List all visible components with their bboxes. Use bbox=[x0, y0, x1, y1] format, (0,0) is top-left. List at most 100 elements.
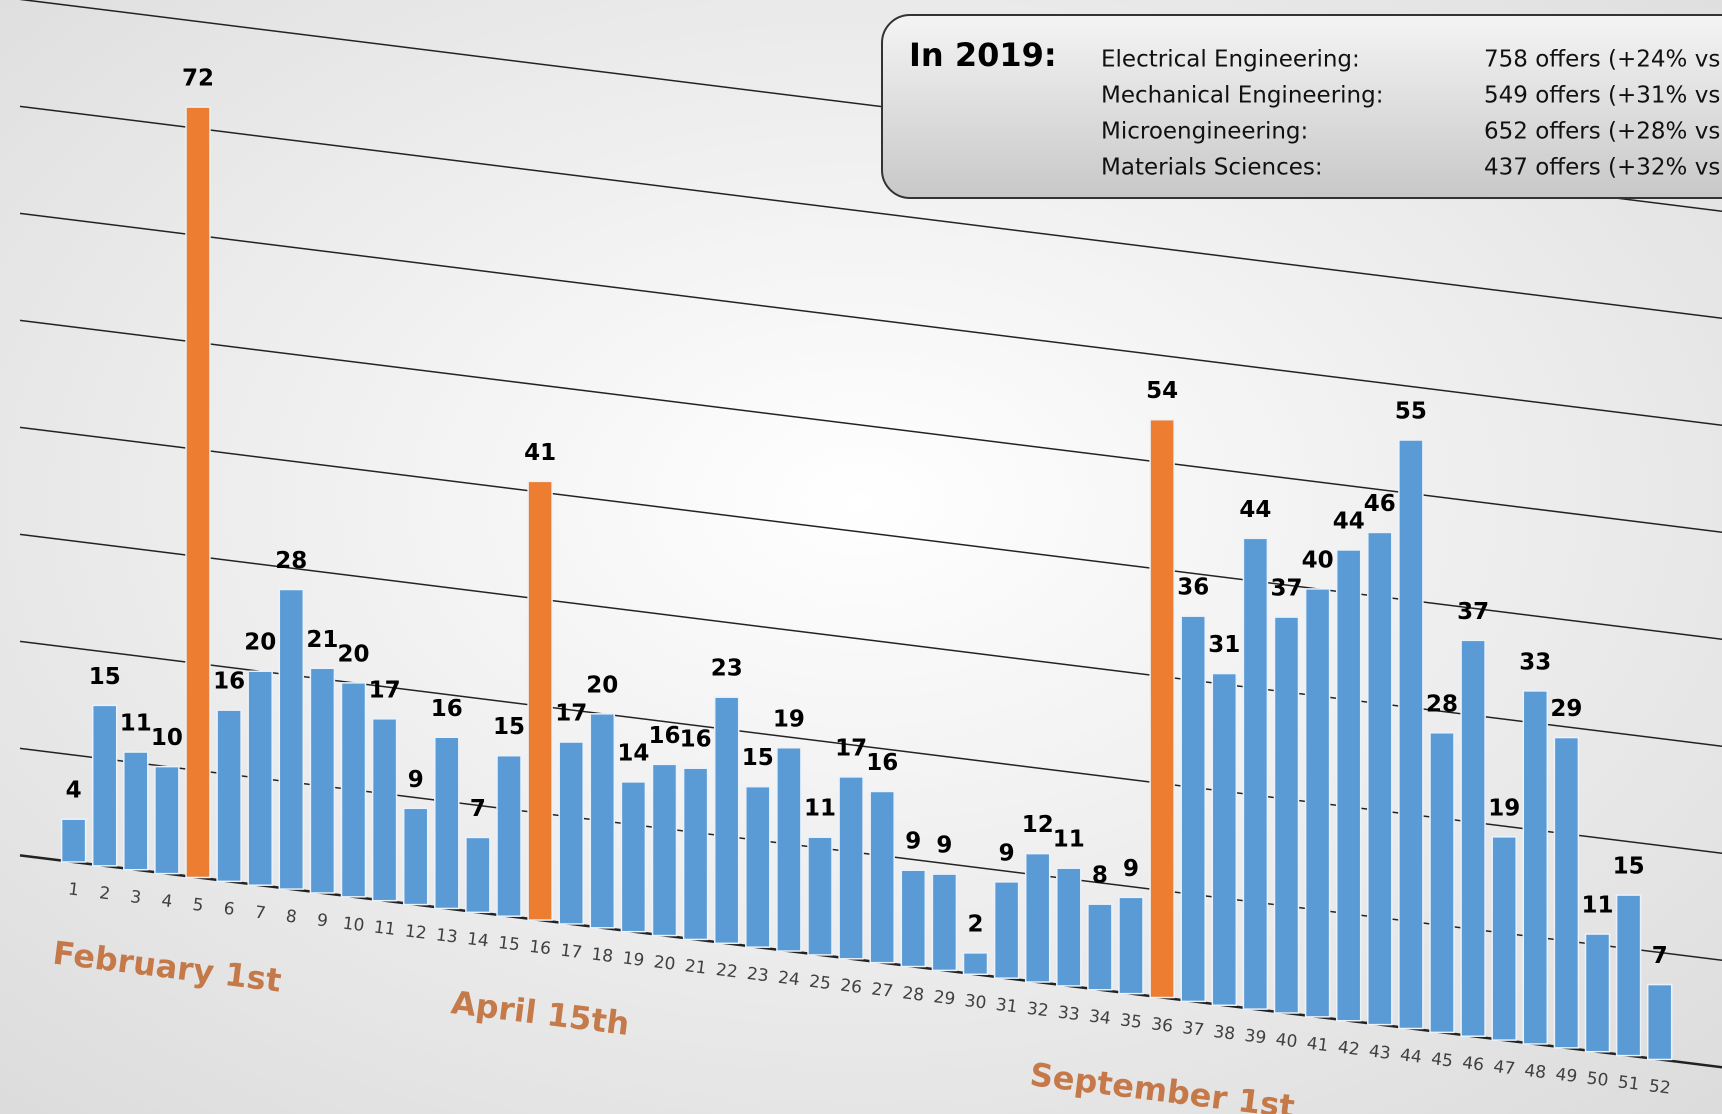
bar bbox=[1273, 616, 1300, 1014]
value-label: 40 bbox=[1302, 547, 1334, 573]
value-label: 4 bbox=[66, 778, 82, 804]
info-text: 652 offers (+28% vs bbox=[1484, 119, 1720, 145]
bar bbox=[340, 682, 367, 898]
grid-line bbox=[19, 319, 1722, 533]
x-tick-label: 32 bbox=[1026, 999, 1050, 1022]
value-label: 14 bbox=[617, 740, 649, 766]
info-text: 758 offers (+24% vs bbox=[1484, 47, 1720, 73]
x-tick-label: 26 bbox=[839, 976, 863, 999]
bar bbox=[1491, 836, 1517, 1041]
x-tick-label: 48 bbox=[1523, 1061, 1547, 1084]
x-tick-label: 33 bbox=[1057, 1003, 1081, 1026]
info-text: 549 offers (+31% vs bbox=[1484, 83, 1720, 109]
value-label: 11 bbox=[804, 796, 836, 822]
value-label: 16 bbox=[866, 750, 898, 776]
x-tick-label: 11 bbox=[373, 917, 397, 940]
x-tick-label: 18 bbox=[590, 945, 614, 968]
bar bbox=[60, 818, 87, 863]
grid-line bbox=[19, 426, 1722, 640]
bar bbox=[1056, 867, 1082, 987]
value-label: 2 bbox=[967, 911, 983, 937]
x-tick-label: 35 bbox=[1119, 1010, 1143, 1033]
value-label: 16 bbox=[431, 696, 463, 722]
value-label: 28 bbox=[275, 548, 307, 574]
bar bbox=[185, 106, 211, 879]
x-tick-label: 46 bbox=[1461, 1053, 1485, 1076]
value-label: 55 bbox=[1395, 398, 1427, 424]
value-label: 37 bbox=[1457, 599, 1489, 625]
x-tick-label: 29 bbox=[932, 987, 956, 1010]
value-label: 7 bbox=[1652, 943, 1668, 969]
x-tick-label: 28 bbox=[901, 983, 925, 1006]
bar bbox=[91, 704, 118, 867]
bar bbox=[434, 736, 460, 910]
value-label: 54 bbox=[1146, 378, 1178, 404]
bar bbox=[1180, 615, 1206, 1003]
bar bbox=[1335, 549, 1362, 1022]
x-tick-label: 8 bbox=[285, 907, 298, 928]
value-label: 16 bbox=[213, 669, 245, 695]
x-tick-label: 17 bbox=[559, 941, 583, 964]
x-tick-label: 44 bbox=[1399, 1045, 1423, 1068]
x-tick-label: 50 bbox=[1586, 1068, 1610, 1091]
value-label: 44 bbox=[1239, 497, 1271, 523]
x-tick-label: 45 bbox=[1430, 1049, 1454, 1072]
value-label: 10 bbox=[151, 725, 183, 751]
value-label: 9 bbox=[936, 833, 952, 859]
x-tick-label: 47 bbox=[1492, 1057, 1516, 1080]
value-label: 23 bbox=[711, 656, 743, 682]
bar bbox=[527, 480, 553, 921]
x-tick-label: 51 bbox=[1617, 1072, 1641, 1095]
x-tick-label: 38 bbox=[1212, 1022, 1236, 1045]
x-tick-label: 13 bbox=[435, 925, 459, 948]
x-tick-label: 30 bbox=[964, 991, 988, 1014]
x-tick-label: 16 bbox=[528, 937, 552, 960]
value-label: 19 bbox=[773, 706, 805, 732]
value-label: 15 bbox=[1613, 854, 1645, 880]
bar bbox=[371, 718, 398, 902]
value-label: 15 bbox=[742, 745, 774, 771]
bar bbox=[1118, 896, 1144, 995]
x-tick-label: 52 bbox=[1648, 1076, 1672, 1099]
bar bbox=[1024, 852, 1051, 983]
bar bbox=[247, 670, 273, 886]
info-name: Mechanical Engineering: bbox=[1101, 83, 1383, 109]
x-tick-label: 49 bbox=[1554, 1065, 1578, 1088]
bar bbox=[807, 836, 833, 956]
x-tick-label: 39 bbox=[1243, 1026, 1267, 1049]
x-tick-label: 43 bbox=[1368, 1041, 1392, 1064]
x-tick-label: 9 bbox=[316, 910, 329, 931]
x-tick-label: 40 bbox=[1275, 1030, 1299, 1053]
x-tick-label: 7 bbox=[254, 903, 267, 924]
x-tick-label: 23 bbox=[746, 964, 770, 987]
bar bbox=[496, 754, 522, 917]
x-tick-label: 2 bbox=[98, 883, 111, 904]
bar bbox=[1460, 639, 1486, 1037]
x-tick-label: 20 bbox=[653, 952, 677, 975]
value-label: 41 bbox=[524, 440, 556, 466]
info-box-frame bbox=[881, 14, 1722, 199]
value-label: 16 bbox=[648, 723, 680, 749]
x-tick-label: 14 bbox=[466, 929, 490, 952]
bar bbox=[713, 696, 740, 945]
x-tick-label: 42 bbox=[1337, 1037, 1361, 1060]
value-label: 11 bbox=[1581, 893, 1613, 919]
bar bbox=[993, 881, 1020, 979]
value-label: 37 bbox=[1270, 576, 1302, 602]
grid-line bbox=[19, 105, 1722, 319]
value-label: 44 bbox=[1333, 508, 1365, 534]
value-label: 17 bbox=[369, 677, 401, 703]
bar bbox=[682, 767, 709, 941]
value-label: 17 bbox=[555, 701, 587, 727]
value-label: 15 bbox=[89, 664, 121, 690]
bars bbox=[60, 106, 1673, 1061]
bar bbox=[1584, 933, 1611, 1053]
x-tick-label: 19 bbox=[621, 948, 645, 971]
info-text: 437 offers (+32% vs bbox=[1484, 155, 1720, 181]
bar bbox=[651, 763, 678, 937]
grid-line bbox=[19, 533, 1722, 747]
x-tick-label: 22 bbox=[715, 960, 739, 983]
bar bbox=[1211, 672, 1238, 1007]
info-name: Materials Sciences: bbox=[1101, 155, 1323, 181]
value-label: 19 bbox=[1488, 795, 1520, 821]
